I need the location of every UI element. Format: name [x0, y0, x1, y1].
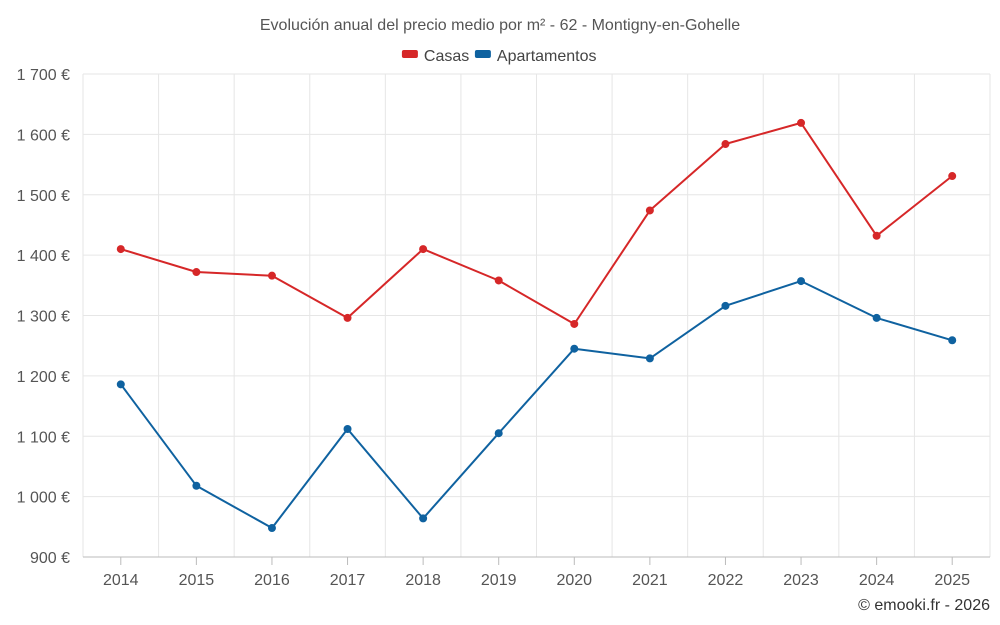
y-tick-label: 1 700 € [17, 67, 70, 84]
data-point-casas[interactable] [570, 319, 579, 328]
y-tick-label: 1 200 € [17, 369, 70, 386]
data-point-casas[interactable] [419, 245, 428, 254]
data-point-casas[interactable] [267, 271, 276, 280]
x-axis: 2014 2015 2016 2017 2018 2019 2020 2021 2022 2023… [83, 556, 990, 589]
credit-text: © emooki.fr - 2026 [858, 597, 990, 614]
data-point-apartamentos[interactable] [267, 524, 276, 533]
data-point-apartamentos[interactable] [116, 380, 125, 389]
x-tick-label: 2021 [632, 572, 668, 589]
y-tick-label: 1 100 € [17, 429, 70, 446]
x-tick-label: 2024 [859, 572, 895, 589]
legend-label-apartamentos[interactable]: Apartamentos [497, 48, 597, 65]
y-tick-label: 1 000 € [17, 490, 70, 507]
x-tick-label: 2015 [179, 572, 215, 589]
chart-title: Evolución anual del precio medio por m² … [260, 17, 740, 34]
series-layer [116, 118, 957, 533]
data-point-casas[interactable] [116, 245, 125, 254]
data-point-apartamentos[interactable] [192, 481, 201, 490]
data-point-casas[interactable] [797, 118, 806, 127]
x-tick-label: 2022 [708, 572, 744, 589]
series-line-casas [120, 121, 953, 325]
y-tick-label: 1 600 € [17, 127, 70, 144]
legend-swatch-casas[interactable] [401, 50, 418, 58]
y-tick-label: 1 300 € [17, 309, 70, 326]
data-point-apartamentos[interactable] [494, 429, 503, 438]
x-tick-label: 2019 [481, 572, 517, 589]
x-tick-label: 2018 [405, 572, 441, 589]
legend-swatch-apartamentos[interactable] [474, 50, 491, 58]
data-point-apartamentos[interactable] [797, 277, 806, 286]
data-point-apartamentos[interactable] [343, 425, 352, 434]
grid [82, 73, 991, 557]
legend: Casas Apartamentos [401, 48, 597, 65]
data-point-apartamentos[interactable] [872, 313, 881, 322]
y-tick-label: 900 € [30, 550, 70, 567]
data-point-apartamentos[interactable] [419, 514, 428, 523]
data-point-casas[interactable] [872, 231, 881, 240]
x-tick-label: 2020 [556, 572, 592, 589]
data-point-apartamentos[interactable] [721, 301, 730, 310]
x-tick-label: 2016 [254, 572, 290, 589]
y-axis: 900 € 1 000 € 1 100 € 1 200 € 1 300 € 1 400 €… [17, 67, 70, 567]
data-point-casas[interactable] [948, 172, 957, 181]
data-point-casas[interactable] [343, 313, 352, 322]
data-point-casas[interactable] [721, 140, 730, 149]
data-point-casas[interactable] [645, 206, 654, 215]
series-line-apartamentos [119, 280, 953, 529]
data-point-casas[interactable] [192, 268, 201, 277]
data-point-apartamentos[interactable] [645, 354, 654, 363]
x-tick-label: 2025 [934, 572, 970, 589]
data-point-apartamentos[interactable] [570, 344, 579, 353]
x-tick-label: 2017 [330, 572, 366, 589]
y-tick-label: 1 400 € [17, 248, 70, 265]
x-tick-label: 2014 [103, 572, 139, 589]
x-tick-label: 2023 [783, 572, 819, 589]
legend-label-casas[interactable]: Casas [424, 48, 469, 65]
y-tick-label: 1 500 € [17, 188, 70, 205]
data-point-casas[interactable] [494, 276, 503, 285]
data-point-apartamentos[interactable] [948, 336, 957, 345]
